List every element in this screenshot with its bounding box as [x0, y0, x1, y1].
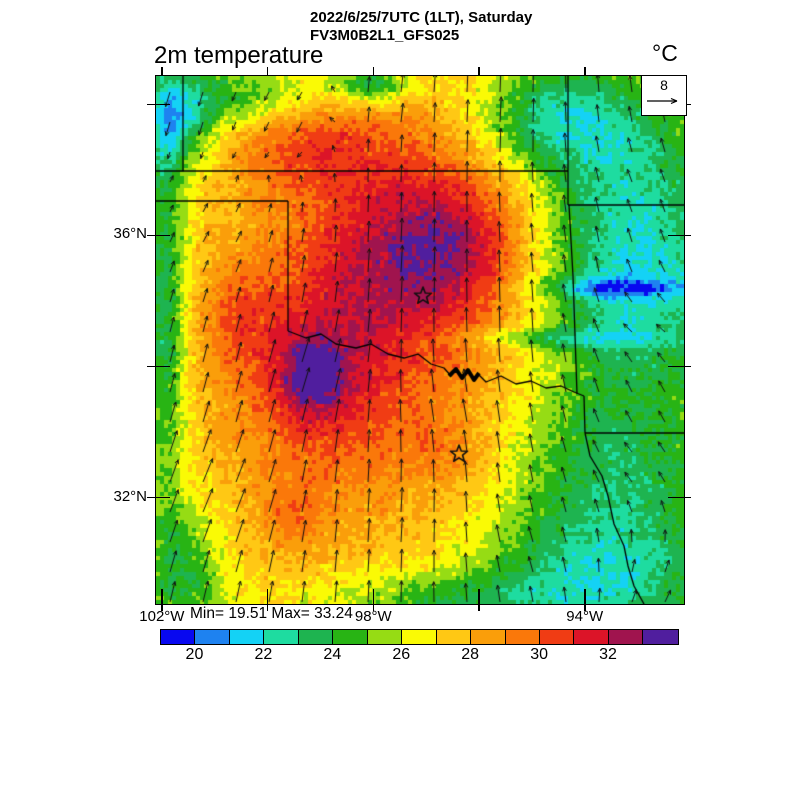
- lat-tick-right: [668, 234, 691, 237]
- lon-tick-bottom: [372, 589, 375, 611]
- colorbar-segment: [471, 630, 506, 644]
- lon-tick-top: [161, 67, 163, 75]
- colorbar-segment: [229, 630, 265, 644]
- colorbar-tick-label: 22: [254, 646, 273, 663]
- lat-tick-right: [668, 497, 691, 499]
- lat-tick-left: [147, 103, 170, 106]
- colorbar-tick-label: 26: [392, 646, 411, 663]
- colorbar-segment: [539, 630, 575, 644]
- colorbar-segment: [195, 630, 230, 644]
- lon-axis-label: 98°W: [354, 608, 392, 625]
- colorbar-tick-label: 28: [461, 646, 480, 663]
- wind-reference-arrow-icon: [647, 97, 678, 105]
- lon-tick-bottom: [161, 589, 163, 611]
- colorbar-segment: [505, 630, 540, 644]
- colorbar-segment: [264, 630, 299, 644]
- lon-tick-bottom: [478, 589, 480, 611]
- lat-tick-left: [147, 497, 170, 499]
- colorbar-segment: [333, 630, 368, 644]
- colorbar-segment: [643, 630, 678, 644]
- lon-tick-top: [372, 67, 375, 75]
- lat-axis-label: 32°N: [113, 487, 147, 505]
- colorbar-segment: [298, 630, 334, 644]
- colorbar: [160, 629, 679, 645]
- lon-axis-label: 102°W: [139, 608, 185, 625]
- minmax-label: Min= 19.51 Max= 33.24: [190, 605, 353, 622]
- field-title: 2m temperature: [154, 42, 324, 69]
- lon-tick-bottom: [584, 589, 586, 611]
- colorbar-segment: [402, 630, 437, 644]
- colorbar-tick-label: 30: [530, 646, 549, 663]
- lon-tick-bottom: [267, 589, 269, 611]
- lat-tick-left: [147, 366, 170, 368]
- wind-reference-value: 8: [660, 77, 668, 93]
- map-frame: [155, 75, 685, 605]
- colorbar-tick-label: 32: [599, 646, 617, 663]
- colorbar-segment: [367, 630, 403, 644]
- temperature-map-canvas: [156, 76, 684, 604]
- colorbar-segment: [574, 630, 609, 644]
- lat-axis-label: 36°N: [113, 225, 147, 243]
- lon-tick-top: [478, 67, 480, 75]
- colorbar-segment: [608, 630, 644, 644]
- model-title: FV3M0B2L1_GFS025: [310, 27, 460, 44]
- lon-tick-top: [267, 67, 269, 75]
- wind-reference-box: 8: [641, 75, 687, 116]
- lon-tick-top: [584, 67, 586, 75]
- colorbar-segment: [161, 630, 196, 644]
- lat-tick-left: [147, 234, 170, 237]
- colorbar-tick-label: 24: [323, 646, 342, 663]
- lon-axis-label: 94°W: [566, 608, 604, 625]
- colorbar-segment: [436, 630, 472, 644]
- date-title: 2022/6/25/7UTC (1LT), Saturday: [310, 9, 533, 26]
- colorbar-tick-label: 20: [185, 646, 204, 663]
- units-label: °C: [652, 40, 678, 66]
- lat-tick-right: [668, 366, 691, 368]
